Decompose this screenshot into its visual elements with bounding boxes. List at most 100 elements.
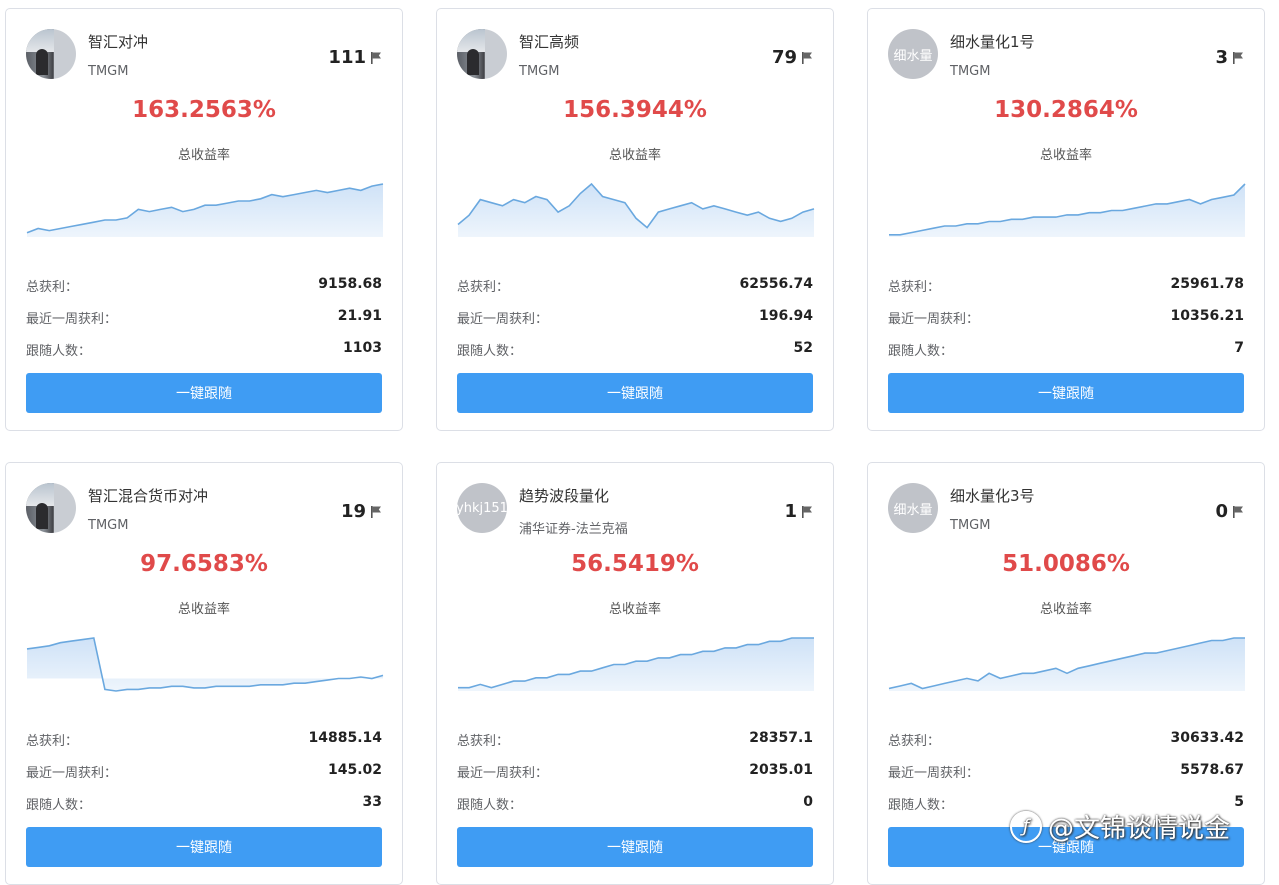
stat-row: 最近一周获利： 145.02 xyxy=(26,762,382,782)
follow-button[interactable]: 一键跟随 xyxy=(888,373,1244,413)
avatar[interactable]: yhkj151 xyxy=(457,483,507,533)
stat-value: 14885.14 xyxy=(308,730,382,746)
chart-area xyxy=(458,184,814,237)
stat-row: 总获利： 28357.1 xyxy=(457,730,813,750)
stat-label: 跟随人数： xyxy=(26,344,92,359)
stat-row: 最近一周获利： 196.94 xyxy=(457,308,813,328)
total-return-label: 总收益率 xyxy=(1039,148,1092,163)
trader-card[interactable]: yhkj151 趋势波段量化 浦华证券-法兰克福 1 56.5419% 总收益率… xyxy=(436,462,834,885)
stat-row: 跟随人数： 1103 xyxy=(26,340,382,360)
broker-name: TMGM xyxy=(519,64,560,79)
flag-count-value: 111 xyxy=(328,47,366,68)
chart-line xyxy=(888,637,1245,690)
stat-row: 最近一周获利： 21.91 xyxy=(26,308,382,328)
stat-label: 总获利： xyxy=(457,734,510,749)
stat-value: 25961.78 xyxy=(1170,276,1244,292)
stat-value: 1103 xyxy=(343,340,382,356)
trader-name[interactable]: 趋势波段量化 xyxy=(519,487,610,505)
stat-value: 5 xyxy=(1234,794,1244,810)
stat-row: 总获利： 30633.42 xyxy=(888,730,1244,750)
stat-row: 最近一周获利： 10356.21 xyxy=(888,308,1244,328)
trader-card[interactable]: 智汇高频 TMGM 79 156.3944% 总收益率 总获利： 62556.7… xyxy=(436,8,834,431)
stat-label: 最近一周获利： xyxy=(888,766,980,781)
chart-area xyxy=(889,638,1245,691)
flag-icon xyxy=(371,505,381,518)
stat-label: 最近一周获利： xyxy=(26,312,118,327)
chart-area xyxy=(27,638,383,691)
equity-chart xyxy=(26,183,384,237)
stat-row: 跟随人数： 33 xyxy=(26,794,382,814)
watermark: ƒ @文锦谈情说金 xyxy=(1010,808,1230,845)
stat-value: 9158.68 xyxy=(318,276,382,292)
stat-value: 5578.67 xyxy=(1180,762,1244,778)
follow-button[interactable]: 一键跟随 xyxy=(26,827,382,867)
stat-row: 跟随人数： 7 xyxy=(888,340,1244,360)
stat-value: 52 xyxy=(793,340,813,356)
stat-value: 30633.42 xyxy=(1170,730,1244,746)
flag-count-value: 79 xyxy=(771,47,797,68)
stat-value: 28357.1 xyxy=(749,730,813,746)
flag-count: 79 xyxy=(772,47,813,68)
flag-count-value: 19 xyxy=(340,501,366,522)
follow-button[interactable]: 一键跟随 xyxy=(457,827,813,867)
total-return-label: 总收益率 xyxy=(608,148,661,163)
stat-label: 最近一周获利： xyxy=(26,766,118,781)
avatar[interactable] xyxy=(457,29,507,79)
trader-card[interactable]: 智汇对冲 TMGM 111 163.2563% 总收益率 总获利： 9158.6… xyxy=(5,8,403,431)
total-return-rate: 51.0086% xyxy=(1002,551,1130,577)
stat-label: 跟随人数： xyxy=(457,798,523,813)
equity-chart xyxy=(26,637,384,692)
stat-row: 最近一周获利： 5578.67 xyxy=(888,762,1244,782)
flag-icon xyxy=(1233,505,1243,518)
trader-name[interactable]: 智汇混合货币对冲 xyxy=(88,487,209,505)
total-return-label: 总收益率 xyxy=(608,602,661,617)
trader-card[interactable]: 智汇混合货币对冲 TMGM 19 97.6583% 总收益率 总获利： 1488… xyxy=(5,462,403,885)
broker-name: TMGM xyxy=(88,518,129,533)
total-return-label: 总收益率 xyxy=(1039,602,1092,617)
broker-name: TMGM xyxy=(950,64,991,79)
trader-name[interactable]: 智汇对冲 xyxy=(88,33,149,51)
chart-line xyxy=(26,637,384,692)
chart-line xyxy=(26,183,384,234)
stat-label: 跟随人数： xyxy=(26,798,92,813)
flag-count-value: 1 xyxy=(784,501,797,522)
broker-name: TMGM xyxy=(88,64,129,79)
trader-name[interactable]: 细水量化1号 xyxy=(950,33,1035,51)
trader-name[interactable]: 智汇高频 xyxy=(519,33,580,51)
stat-value: 7 xyxy=(1234,340,1244,356)
flag-icon xyxy=(371,51,381,64)
stat-value: 62556.74 xyxy=(739,276,813,292)
total-return-rate: 56.5419% xyxy=(571,551,699,577)
stat-row: 最近一周获利： 2035.01 xyxy=(457,762,813,782)
avatar[interactable]: 细水量 xyxy=(888,483,938,533)
flag-count-value: 0 xyxy=(1215,501,1228,522)
stat-label: 总获利： xyxy=(457,280,510,295)
stat-label: 最近一周获利： xyxy=(457,766,549,781)
stat-label: 总获利： xyxy=(888,280,941,295)
stat-row: 跟随人数： 5 xyxy=(888,794,1244,814)
flag-icon xyxy=(802,505,812,518)
stat-row: 跟随人数： 0 xyxy=(457,794,813,814)
avatar[interactable] xyxy=(26,29,76,79)
chart-area xyxy=(27,184,383,237)
stat-value: 2035.01 xyxy=(749,762,813,778)
watermark-text: @文锦谈情说金 xyxy=(1048,814,1231,844)
avatar[interactable]: 细水量 xyxy=(888,29,938,79)
follow-button[interactable]: 一键跟随 xyxy=(26,373,382,413)
total-return-rate: 130.2864% xyxy=(994,97,1138,123)
flag-count: 111 xyxy=(328,47,382,68)
flag-icon xyxy=(1233,51,1243,64)
flag-count: 0 xyxy=(1215,501,1244,522)
trader-name[interactable]: 细水量化3号 xyxy=(950,487,1035,505)
trader-card[interactable]: 细水量 细水量化3号 TMGM 0 51.0086% 总收益率 总获利： 306… xyxy=(867,462,1265,885)
follow-button[interactable]: 一键跟随 xyxy=(888,827,1244,867)
stat-value: 145.02 xyxy=(327,762,382,778)
flag-count: 19 xyxy=(341,501,382,522)
avatar[interactable] xyxy=(26,483,76,533)
trader-card[interactable]: 细水量 细水量化1号 TMGM 3 130.2864% 总收益率 总获利： 25… xyxy=(867,8,1265,431)
chart-line xyxy=(457,182,815,229)
follow-button[interactable]: 一键跟随 xyxy=(457,373,813,413)
watermark-logo-icon: ƒ xyxy=(1010,810,1042,843)
stat-label: 跟随人数： xyxy=(888,798,954,813)
total-return-rate: 97.6583% xyxy=(140,551,268,577)
